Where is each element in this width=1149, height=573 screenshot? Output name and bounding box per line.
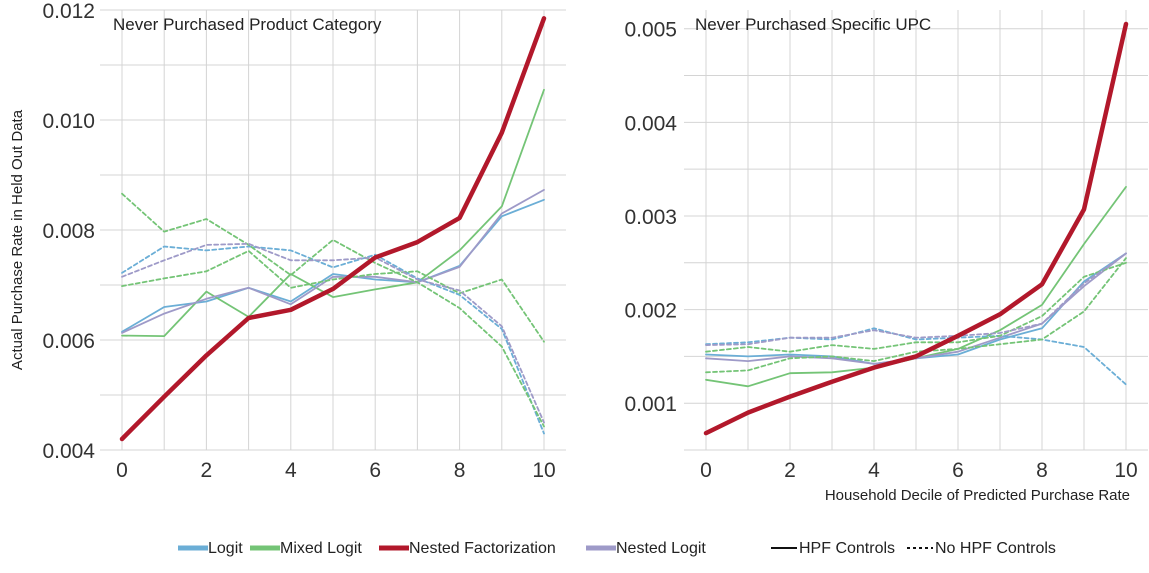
chart-title: Never Purchased Specific UPC (695, 15, 931, 34)
series-line-mixed-logit-no-hpf (121, 249, 545, 343)
x-tick-label: 6 (369, 459, 381, 482)
legend-label-hpf-controls: HPF Controls (799, 540, 895, 557)
legend-label-no-hpf-controls: No HPF Controls (935, 540, 1056, 557)
y-tick-label: 0.002 (624, 300, 677, 323)
y-tick-label: 0.003 (624, 206, 677, 229)
x-tick-label: 8 (1036, 459, 1048, 482)
y-axis-label: Actual Purchase Rate in Held Out Data (9, 109, 26, 370)
y-tick-label: 0.001 (624, 393, 677, 416)
x-tick-label: 10 (1114, 459, 1137, 482)
legend-label-mixed-logit: Mixed Logit (280, 540, 362, 557)
series-line-nested-logit-no-hpf (121, 242, 545, 424)
x-tick-label: 8 (454, 459, 466, 482)
series-line-nested-factorization-hpf (703, 21, 1129, 436)
series-line-mixed-logit-hpf (121, 88, 545, 338)
x-axis-label: Household Decile of Predicted Purchase R… (825, 487, 1130, 504)
series-line-mixed-logit-no-hpf (121, 192, 545, 428)
series-line-nested-factorization-hpf (119, 16, 547, 442)
legend-label-nested-factorization: Nested Factorization (409, 540, 556, 557)
legend-label-nested-logit: Nested Logit (616, 540, 706, 557)
y-tick-label: 0.004 (624, 112, 677, 135)
series-line-mixed-logit-no-hpf (705, 257, 1127, 374)
y-tick-label: 0.005 (624, 19, 677, 42)
y-tick-label: 0.006 (42, 330, 95, 353)
legend: Logit Mixed Logit Nested Factorization Nest… (178, 540, 1056, 557)
panel-never-purchased-specific-upc: Never Purchased Specific UPC 0.001 0.002 0.… (624, 10, 1148, 504)
y-tick-label: 0.004 (42, 440, 95, 463)
series-line-nested-logit-hpf (121, 188, 545, 334)
y-tick-label: 0.008 (42, 220, 95, 243)
x-tick-label: 2 (201, 459, 213, 482)
series-line-logit-no-hpf (121, 245, 545, 435)
series-line-nested-logit-no-hpf (705, 252, 1127, 347)
x-tick-label: 4 (868, 459, 880, 482)
panel-never-purchased-product-category: Never Purchased Product Category 0.004 0.0… (9, 0, 566, 482)
x-tick-label: 10 (532, 459, 555, 482)
y-tick-label: 0.010 (42, 110, 95, 133)
series-line-mixed-logit-no-hpf (705, 261, 1127, 353)
x-tick-label: 0 (116, 459, 128, 482)
x-tick-label: 6 (952, 459, 964, 482)
x-tick-label: 0 (700, 459, 712, 482)
x-tick-label: 4 (285, 459, 297, 482)
legend-label-logit: Logit (208, 540, 243, 557)
x-tick-label: 2 (784, 459, 796, 482)
chart-title: Never Purchased Product Category (113, 15, 382, 34)
y-tick-label: 0.012 (42, 0, 95, 23)
